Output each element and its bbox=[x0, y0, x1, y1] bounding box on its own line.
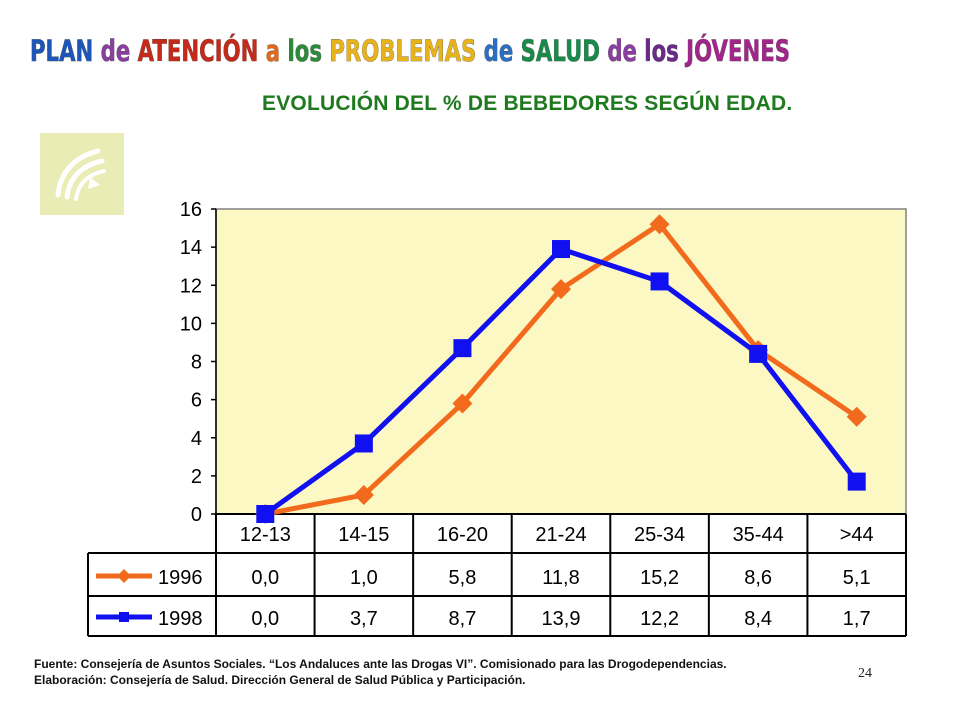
source-note: Fuente: Consejería de Asuntos Sociales. … bbox=[34, 657, 727, 671]
data-point bbox=[354, 434, 373, 453]
data-point bbox=[353, 484, 374, 505]
y-tick-label: 12 bbox=[180, 275, 202, 297]
data-point bbox=[847, 472, 866, 491]
data-label: 15,2 bbox=[640, 567, 679, 589]
x-tick-label: >44 bbox=[840, 524, 874, 546]
title-word: ATENCIÓN bbox=[138, 34, 266, 68]
data-label: 0,0 bbox=[251, 608, 279, 630]
y-tick-label: 10 bbox=[180, 313, 202, 335]
data-point bbox=[846, 406, 867, 427]
data-point bbox=[551, 279, 571, 300]
x-tick-label: 25-34 bbox=[634, 524, 685, 546]
data-label: 5,1 bbox=[843, 567, 871, 589]
data-label: 8,4 bbox=[744, 608, 772, 630]
y-tick-label: 6 bbox=[191, 390, 202, 412]
title-word: de bbox=[607, 34, 644, 68]
source-footer: Fuente: Consejería de Asuntos Sociales. … bbox=[34, 656, 842, 688]
y-tick-label: 8 bbox=[191, 352, 202, 374]
data-label: 11,8 bbox=[542, 567, 579, 589]
page-title: PLAN de ATENCIÓN a los PROBLEMAS de SALU… bbox=[30, 34, 791, 69]
page-number: 24 bbox=[858, 666, 872, 681]
data-label: 13,9 bbox=[542, 608, 581, 630]
legend-marker bbox=[119, 612, 129, 622]
data-label: 0,0 bbox=[251, 567, 279, 589]
x-tick-label: 35-44 bbox=[733, 524, 784, 546]
data-point bbox=[256, 505, 275, 523]
title-word: los bbox=[644, 34, 686, 68]
title-word: de bbox=[101, 34, 138, 68]
data-point bbox=[650, 272, 669, 291]
data-table-body bbox=[88, 553, 906, 636]
svg-text:PLAN de ATENCIÓN a los PROBLEM: PLAN de ATENCIÓN a los PROBLEMAS de SALU… bbox=[30, 34, 790, 68]
x-tick-label: 12-13 bbox=[240, 524, 291, 546]
x-tick-label: 14-15 bbox=[338, 524, 389, 546]
plot-area bbox=[215, 208, 907, 515]
data-label: 1,7 bbox=[843, 608, 871, 630]
y-tick-label: 16 bbox=[180, 199, 202, 221]
elaboration-note: Elaboración: Consejería de Salud. Direcc… bbox=[34, 673, 526, 687]
data-point bbox=[453, 339, 472, 358]
data-label: 3,7 bbox=[350, 608, 378, 630]
title-word: los bbox=[287, 34, 329, 68]
data-point bbox=[749, 344, 768, 363]
legend-marker bbox=[117, 569, 131, 583]
data-label: 5,8 bbox=[449, 567, 477, 589]
x-tick-label: 16-20 bbox=[437, 524, 488, 546]
title-word: de bbox=[484, 34, 521, 68]
data-point bbox=[649, 214, 670, 235]
data-point bbox=[452, 393, 473, 414]
title-word: SALUD bbox=[521, 34, 608, 68]
data-point bbox=[552, 240, 570, 259]
data-label: 12,2 bbox=[640, 608, 679, 630]
data-label: 8,6 bbox=[744, 567, 772, 589]
title-word: JÓVENES bbox=[685, 34, 790, 68]
y-tick-label: 4 bbox=[191, 428, 202, 450]
title-word: PROBLEMAS bbox=[329, 34, 483, 68]
data-label: 8,7 bbox=[449, 608, 477, 630]
legend-label: 1998 bbox=[158, 608, 203, 630]
title-word: PLAN bbox=[30, 34, 101, 68]
y-tick-label: 14 bbox=[180, 237, 202, 259]
y-tick-label: 0 bbox=[191, 504, 202, 526]
y-tick-label: 2 bbox=[191, 466, 202, 488]
chart-subtitle: EVOLUCIÓN DEL % DE BEBEDORES SEGÚN EDAD. bbox=[262, 92, 793, 115]
x-tick-label: 21-24 bbox=[535, 524, 586, 546]
legend-label: 1996 bbox=[158, 567, 203, 589]
junta-andalucia-logo-icon bbox=[40, 133, 124, 215]
data-label: 1,0 bbox=[350, 567, 378, 589]
title-word: a bbox=[266, 34, 288, 68]
